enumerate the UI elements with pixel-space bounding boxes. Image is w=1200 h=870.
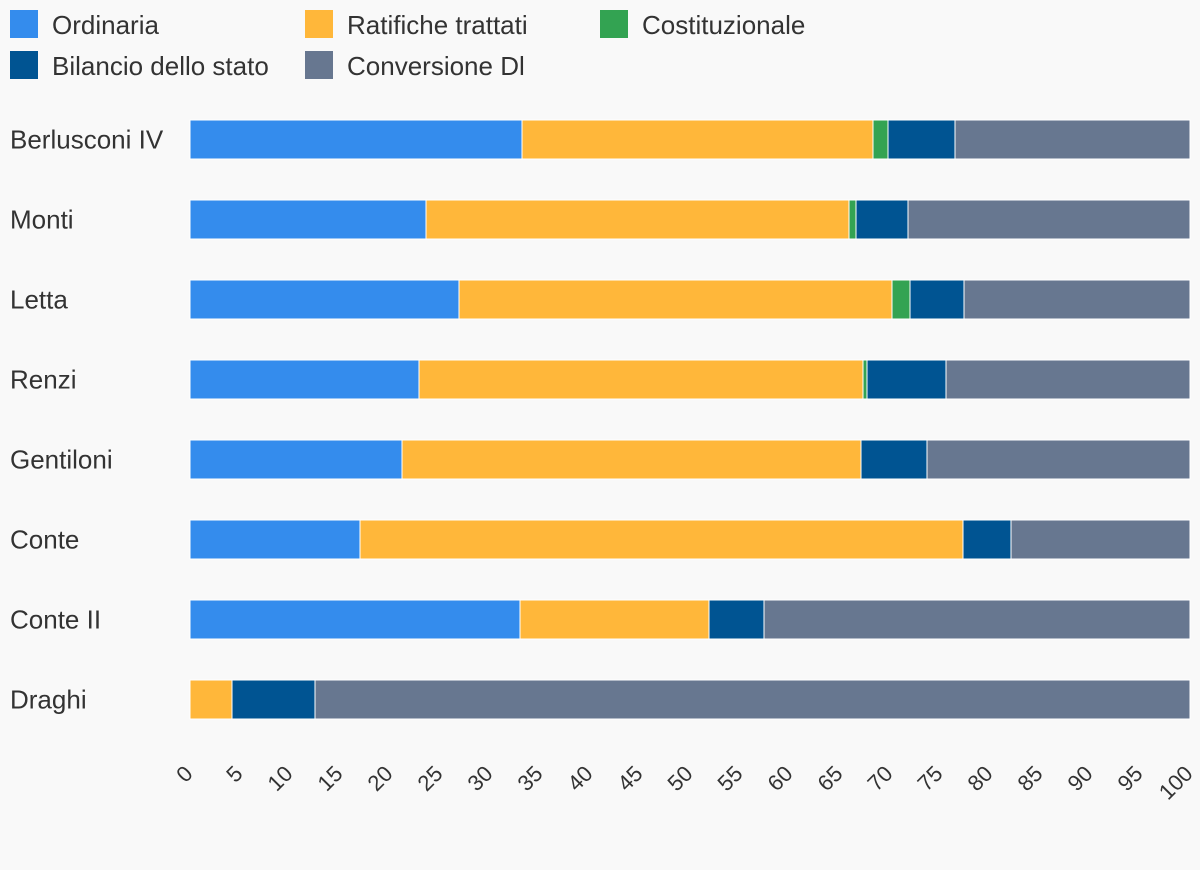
x-tick-label-85: 85 — [1013, 761, 1048, 796]
x-tick-label-100: 100 — [1154, 761, 1198, 805]
x-tick-label-45: 45 — [613, 761, 648, 796]
bar-row-gentiloni — [189, 439, 1191, 480]
bar-conte-ii-bilancio-dello-stato[interactable] — [708, 599, 765, 640]
legend-item-conversione-dl[interactable]: Conversione Dl — [305, 51, 525, 81]
category-label-conte-ii: Conte II — [10, 605, 101, 635]
legend-item-bilancio-dello-stato[interactable]: Bilancio dello stato — [10, 51, 269, 81]
bar-row-conte-ii — [189, 599, 1191, 640]
bar-monti-ordinaria[interactable] — [189, 199, 427, 240]
x-tick-label-20: 20 — [363, 761, 398, 796]
bar-berlusconi-iv-conversione-dl[interactable] — [954, 119, 1191, 160]
x-tick-label-35: 35 — [513, 761, 548, 796]
legend-label-ordinaria: Ordinaria — [52, 10, 159, 40]
bar-row-draghi — [189, 679, 1191, 720]
bar-row-monti — [189, 199, 1191, 240]
category-label-conte: Conte — [10, 525, 79, 555]
bar-draghi-bilancio-dello-stato[interactable] — [231, 679, 316, 720]
bar-conte-ratifiche-trattati[interactable] — [359, 519, 964, 560]
legend-swatch-costituzionale — [600, 10, 628, 38]
x-tick-label-95: 95 — [1113, 761, 1148, 796]
bar-draghi-ratifiche-trattati[interactable] — [189, 679, 233, 720]
bar-renzi-conversione-dl[interactable] — [945, 359, 1191, 400]
x-tick-label-10: 10 — [263, 761, 298, 796]
bar-renzi-ordinaria[interactable] — [189, 359, 420, 400]
x-tick-label-5: 5 — [221, 761, 247, 787]
bar-row-letta — [189, 279, 1191, 320]
bar-renzi-ratifiche-trattati[interactable] — [418, 359, 864, 400]
bar-gentiloni-conversione-dl[interactable] — [926, 439, 1191, 480]
bar-berlusconi-iv-costituzionale[interactable] — [872, 119, 889, 160]
category-label-gentiloni: Gentiloni — [10, 445, 113, 475]
bar-row-berlusconi-iv — [189, 119, 1191, 160]
bar-conte-ordinaria[interactable] — [189, 519, 361, 560]
legend-item-costituzionale[interactable]: Costituzionale — [600, 10, 805, 40]
category-label-renzi: Renzi — [10, 365, 76, 395]
legend-swatch-bilancio-dello-stato — [10, 51, 38, 79]
legend-swatch-conversione-dl — [305, 51, 333, 79]
bar-berlusconi-iv-ratifiche-trattati[interactable] — [521, 119, 874, 160]
bar-row-conte — [189, 519, 1191, 560]
bar-draghi-conversione-dl[interactable] — [314, 679, 1191, 720]
bar-gentiloni-ordinaria[interactable] — [189, 439, 403, 480]
bars — [189, 119, 1191, 720]
x-tick-label-60: 60 — [763, 761, 798, 796]
bar-letta-ordinaria[interactable] — [189, 279, 460, 320]
category-label-berlusconi-iv: Berlusconi IV — [10, 125, 164, 155]
legend-swatch-ratifiche-trattati — [305, 10, 333, 38]
legend: Ordinaria Ratifiche trattati Costituzional… — [10, 10, 805, 81]
legend-swatch-ordinaria — [10, 10, 38, 38]
bar-monti-ratifiche-trattati[interactable] — [425, 199, 850, 240]
x-tick-label-90: 90 — [1063, 761, 1098, 796]
bar-conte-ii-conversione-dl[interactable] — [763, 599, 1191, 640]
x-tick-label-0: 0 — [171, 761, 197, 787]
x-tick-label-55: 55 — [713, 761, 748, 796]
category-label-monti: Monti — [10, 205, 74, 235]
bar-row-renzi — [189, 359, 1191, 400]
x-tick-label-25: 25 — [413, 761, 448, 796]
legend-label-ratifiche-trattati: Ratifiche trattati — [347, 10, 528, 40]
x-tick-label-80: 80 — [963, 761, 998, 796]
bar-letta-costituzionale[interactable] — [891, 279, 911, 320]
x-tick-label-50: 50 — [663, 761, 698, 796]
x-axis-ticks: 0 5 10 15 20 25 30 35 40 45 50 55 60 65 70 75 80 85 90 95 10… — [171, 761, 1197, 805]
category-label-draghi: Draghi — [10, 685, 87, 715]
bar-conte-bilancio-dello-stato[interactable] — [962, 519, 1012, 560]
bar-conte-ii-ratifiche-trattati[interactable] — [519, 599, 710, 640]
bar-monti-bilancio-dello-stato[interactable] — [855, 199, 909, 240]
x-tick-label-70: 70 — [863, 761, 898, 796]
legend-item-ratifiche-trattati[interactable]: Ratifiche trattati — [305, 10, 528, 40]
bar-monti-conversione-dl[interactable] — [907, 199, 1191, 240]
x-tick-label-15: 15 — [313, 761, 348, 796]
bar-renzi-costituzionale[interactable] — [862, 359, 868, 400]
x-tick-label-65: 65 — [813, 761, 848, 796]
x-tick-label-30: 30 — [463, 761, 498, 796]
legend-label-conversione-dl: Conversione Dl — [347, 51, 525, 81]
legend-item-ordinaria[interactable]: Ordinaria — [10, 10, 159, 40]
bar-berlusconi-iv-bilancio-dello-stato[interactable] — [887, 119, 956, 160]
category-label-letta: Letta — [10, 285, 68, 315]
bar-monti-costituzionale[interactable] — [848, 199, 857, 240]
x-tick-label-75: 75 — [913, 761, 948, 796]
category-labels: Berlusconi IV Monti Letta Renzi Gentiloni Con… — [10, 125, 164, 715]
bar-conte-ii-ordinaria[interactable] — [189, 599, 521, 640]
bar-gentiloni-bilancio-dello-stato[interactable] — [860, 439, 928, 480]
bar-gentiloni-ratifiche-trattati[interactable] — [401, 439, 862, 480]
bar-letta-conversione-dl[interactable] — [963, 279, 1191, 320]
bar-letta-ratifiche-trattati[interactable] — [458, 279, 893, 320]
x-tick-label-40: 40 — [563, 761, 598, 796]
bar-berlusconi-iv-ordinaria[interactable] — [189, 119, 523, 160]
legend-label-bilancio-dello-stato: Bilancio dello stato — [52, 51, 269, 81]
bar-letta-bilancio-dello-stato[interactable] — [909, 279, 965, 320]
bar-conte-conversione-dl[interactable] — [1010, 519, 1191, 560]
bar-renzi-bilancio-dello-stato[interactable] — [866, 359, 947, 400]
legend-label-costituzionale: Costituzionale — [642, 10, 805, 40]
